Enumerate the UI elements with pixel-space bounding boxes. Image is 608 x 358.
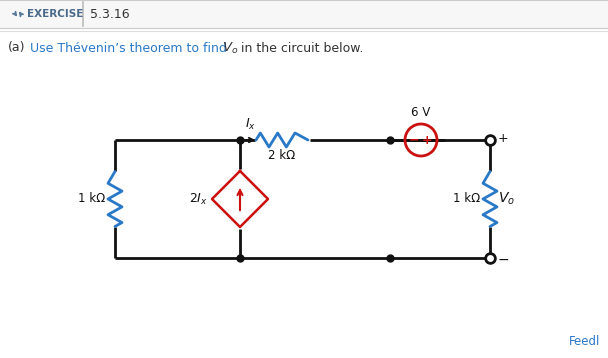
Text: $V_o$: $V_o$ [222,40,238,55]
Text: Use Thévenin’s theorem to find: Use Thévenin’s theorem to find [30,42,231,54]
Text: −: − [498,253,510,267]
Text: 5.3.16: 5.3.16 [90,8,130,20]
Text: +: + [498,131,509,145]
Bar [0,0,608,28]
Text: +: + [422,134,432,146]
Text: in the circuit below.: in the circuit below. [237,42,364,54]
Text: −: − [409,134,420,146]
Text: EXERCISE: EXERCISE [27,9,83,19]
Text: $2I_x$: $2I_x$ [189,192,208,207]
Text: (a): (a) [8,42,26,54]
Text: $I_x$: $I_x$ [245,117,256,132]
Text: $V_o$: $V_o$ [498,191,515,207]
Text: 6 V: 6 V [412,106,430,119]
Text: 1 kΩ: 1 kΩ [78,193,105,205]
Text: 1 kΩ: 1 kΩ [453,193,480,205]
Text: Feedl: Feedl [568,335,600,348]
Text: 2 kΩ: 2 kΩ [268,149,295,162]
